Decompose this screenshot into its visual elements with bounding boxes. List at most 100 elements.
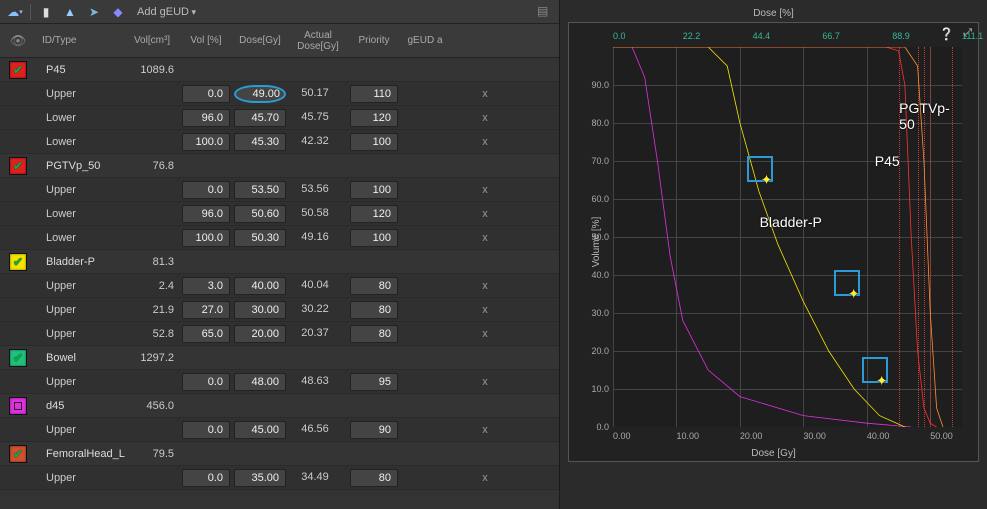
dose-input[interactable]: 48.00 [234,373,286,391]
objective-row[interactable]: Lower100.045.3042.32100x [0,130,559,154]
structure-checkbox[interactable] [9,397,27,415]
chart-top-title: Dose [%] [568,8,979,22]
dose-input[interactable]: 30.00 [234,301,286,319]
objective-row[interactable]: Lower96.050.6050.58120x [0,202,559,226]
structure-checkbox[interactable]: ✔ [9,61,27,79]
diamond-icon[interactable]: ◆ [109,3,127,21]
dose-input[interactable]: 40.00 [234,277,286,295]
objective-row[interactable]: Upper0.053.5053.56100x [0,178,559,202]
priority-input[interactable]: 120 [350,205,398,223]
actual-dose: 49.16 [288,231,348,243]
toolbar: ☁▾ ▮ ▲ ➤ ◆ Add gEUD ▤ [0,0,559,24]
volpct-input[interactable]: 0.0 [182,421,230,439]
delete-button[interactable]: x [450,184,520,196]
dvh-chart[interactable]: ❔ ⤢ Volume [%] Dose [Gy] PGTVp-50P45Blad… [568,22,979,462]
header-actual: Actual Dose[Gy] [288,30,348,52]
objective-row[interactable]: Upper21.927.030.0030.2280x [0,298,559,322]
priority-input[interactable]: 80 [350,277,398,295]
priority-input[interactable]: 80 [350,325,398,343]
objective-row[interactable]: Upper0.035.0034.4980x [0,466,559,490]
objective-row[interactable]: Upper0.049.0050.17110x [0,82,559,106]
volpct-input[interactable]: 27.0 [182,301,230,319]
pointer-icon[interactable]: ▮ [37,3,55,21]
structure-checkbox[interactable]: ✔ [9,445,27,463]
volpct-input[interactable]: 96.0 [182,109,230,127]
delete-button[interactable]: x [450,280,520,292]
dose-input[interactable]: 45.30 [234,133,286,151]
axis-tick: 10.0 [587,384,609,394]
priority-input[interactable]: 90 [350,421,398,439]
dose-input[interactable]: 35.00 [234,469,286,487]
objective-row[interactable]: Upper52.865.020.0020.3780x [0,322,559,346]
objective-row[interactable]: Upper0.048.0048.6395x [0,370,559,394]
delete-button[interactable]: x [450,424,520,436]
structure-row[interactable]: ✔P451089.6 [0,58,559,82]
structure-row[interactable]: ✔Bladder-P81.3 [0,250,559,274]
structure-checkbox[interactable]: ✔ [9,157,27,175]
structure-row[interactable]: d45456.0 [0,394,559,418]
delete-button[interactable]: x [450,208,520,220]
objective-row[interactable]: Lower100.050.3049.16100x [0,226,559,250]
priority-input[interactable]: 110 [350,85,398,103]
delete-button[interactable]: x [450,88,520,100]
volpct-input[interactable]: 100.0 [182,133,230,151]
delete-button[interactable]: x [450,112,520,124]
dose-input[interactable]: 49.00 [234,85,286,103]
structure-row[interactable]: ✔PGTVp_5076.8 [0,154,559,178]
volpct-input[interactable]: 96.0 [182,205,230,223]
volpct-input[interactable]: 65.0 [182,325,230,343]
priority-input[interactable]: 100 [350,133,398,151]
objective-row[interactable]: Lower96.045.7045.75120x [0,106,559,130]
structure-checkbox[interactable]: ✔ [9,349,27,367]
priority-input[interactable]: 80 [350,469,398,487]
structure-checkbox[interactable]: ✔ [9,253,27,271]
volpct-input[interactable]: 0.0 [182,373,230,391]
delete-button[interactable]: x [450,304,520,316]
save-icon[interactable]: ▤ [537,4,553,20]
volpct-input[interactable]: 100.0 [182,229,230,247]
volpct-input[interactable]: 0.0 [182,181,230,199]
actual-dose: 50.58 [288,207,348,219]
volpct-input[interactable]: 3.0 [182,277,230,295]
priority-input[interactable]: 120 [350,109,398,127]
objective-row[interactable]: Upper2.43.040.0040.0480x [0,274,559,298]
structure-row[interactable]: ✔ Bowel1297.2 [0,346,559,370]
structure-name: Bowel [36,352,124,364]
objective-row[interactable]: Upper0.045.0046.5690x [0,418,559,442]
plot-area[interactable]: PGTVp-50P45Bladder-P✦✦✦ [613,47,962,427]
volpct-input[interactable]: 0.0 [182,85,230,103]
actual-dose: 46.56 [288,423,348,435]
dose-input[interactable]: 53.50 [234,181,286,199]
delete-button[interactable]: x [450,376,520,388]
dose-input[interactable]: 45.00 [234,421,286,439]
delete-button[interactable]: x [450,328,520,340]
arrow-icon[interactable]: ▲ [61,3,79,21]
structure-row[interactable]: ✔FemoralHead_L79.5 [0,442,559,466]
dose-input[interactable]: 45.70 [234,109,286,127]
dose-input[interactable]: 50.30 [234,229,286,247]
dose-input[interactable]: 50.60 [234,205,286,223]
cloud-icon[interactable]: ☁▾ [6,3,24,21]
priority-input[interactable]: 100 [350,181,398,199]
add-geud-button[interactable]: Add gEUD [133,6,200,18]
structure-name: d45 [36,400,124,412]
delete-button[interactable]: x [450,472,520,484]
priority-input[interactable]: 100 [350,229,398,247]
objective-type: Upper [0,304,124,316]
eye-icon[interactable]: 👁 [10,33,27,49]
volpct-input[interactable]: 0.0 [182,469,230,487]
priority-input[interactable]: 95 [350,373,398,391]
axis-tick: 88.9 [892,31,910,41]
header-priority: Priority [348,35,400,46]
structure-volume: 79.5 [124,448,180,460]
send-icon[interactable]: ➤ [85,3,103,21]
actual-dose: 34.49 [288,471,348,483]
objective-type: Lower [0,112,124,124]
dose-input[interactable]: 20.00 [234,325,286,343]
delete-button[interactable]: x [450,136,520,148]
help-icon[interactable]: ❔ [939,27,954,41]
priority-input[interactable]: 80 [350,301,398,319]
delete-button[interactable]: x [450,232,520,244]
actual-dose: 42.32 [288,135,348,147]
structure-volume: 1297.2 [124,352,180,364]
